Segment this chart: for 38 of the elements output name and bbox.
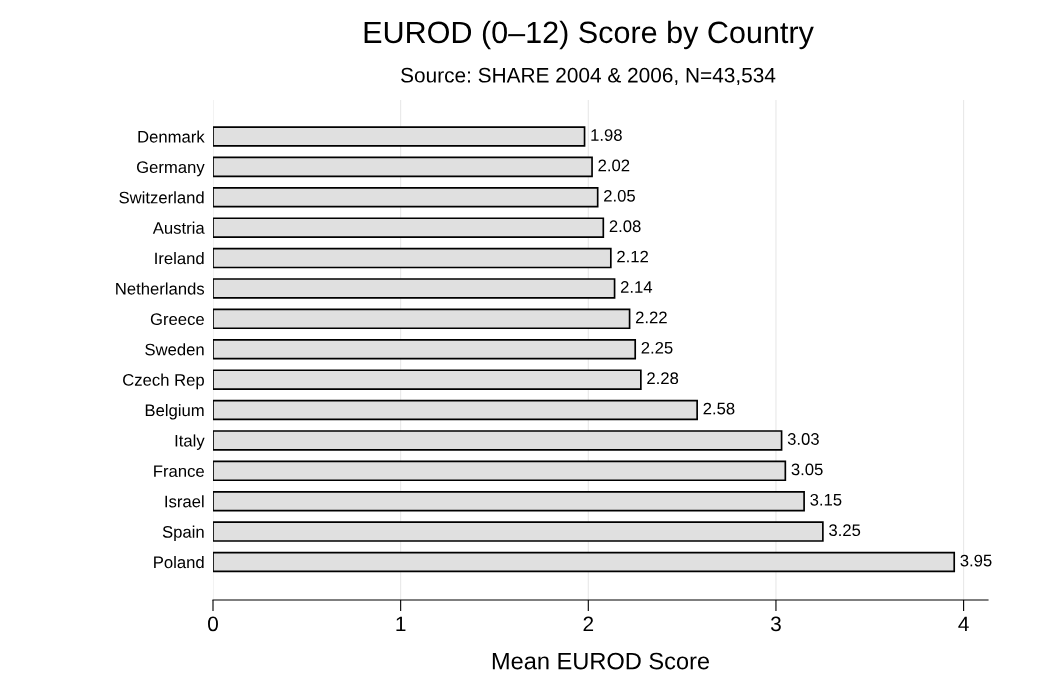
y-tick-label: Greece [150, 313, 204, 326]
y-tick-label: Switzerland [119, 191, 204, 204]
y-tick-label: Poland [154, 555, 204, 569]
chart-title: EUROD (0–12) Score by Country [364, 20, 814, 50]
y-tick-label: Denmark [138, 130, 205, 143]
y-tick-label: Austria [152, 221, 205, 234]
data-label: 3.95 [960, 554, 992, 567]
x-tick-label: 4 [958, 616, 969, 632]
x-tick-label: 1 [396, 616, 406, 632]
x-axis-title: Mean EUROD Score [492, 652, 710, 670]
data-label: 2.22 [635, 311, 667, 324]
data-label: 3.03 [787, 433, 819, 445]
chart-subtitle: Source: SHARE 2004 & 2006, N=43,534 [401, 67, 776, 86]
y-tick-label: Israel [165, 495, 204, 508]
data-label: 2.05 [604, 189, 635, 202]
x-tick-label: 3 [770, 616, 781, 632]
data-label: 2.14 [620, 281, 653, 293]
data-label: 2.28 [647, 372, 679, 385]
data-label: 3.25 [829, 524, 861, 537]
x-tick-label: 0 [208, 616, 218, 632]
data-label: 3.05 [791, 463, 823, 476]
data-label: 2.58 [703, 402, 735, 415]
y-tick-label: Germany [136, 161, 205, 177]
y-tick-label: Ireland [155, 252, 204, 265]
data-label: 2.25 [641, 341, 673, 354]
x-tick-label: 2 [583, 616, 594, 632]
y-tick-label: Czech Rep [123, 373, 204, 390]
y-tick-label: Netherlands [116, 282, 205, 295]
y-tick-label: Belgium [145, 403, 204, 420]
data-label: 1.98 [591, 129, 622, 141]
data-label: 2.02 [598, 159, 630, 172]
y-tick-label: Spain [162, 525, 204, 542]
y-tick-label: France [154, 465, 204, 478]
data-label: 3.15 [810, 493, 842, 506]
data-label: 2.08 [609, 220, 641, 233]
y-tick-label: Italy [175, 434, 205, 450]
data-label: 2.12 [617, 250, 648, 263]
y-tick-label: Sweden [145, 343, 204, 356]
